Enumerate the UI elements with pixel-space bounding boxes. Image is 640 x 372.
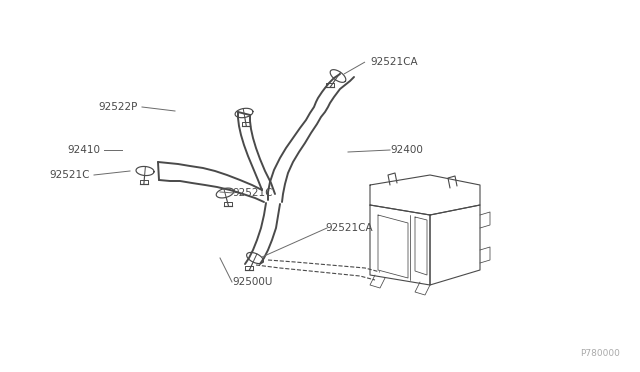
Text: 92400: 92400 (390, 145, 423, 155)
Text: 92521C: 92521C (232, 188, 273, 198)
Text: 92500U: 92500U (232, 277, 273, 287)
Text: 92521C: 92521C (49, 170, 90, 180)
Text: 92521CA: 92521CA (370, 57, 418, 67)
Text: 92410: 92410 (67, 145, 100, 155)
Text: P780000: P780000 (580, 349, 620, 358)
Text: 92522P: 92522P (99, 102, 138, 112)
Text: 92521CA: 92521CA (325, 223, 372, 233)
